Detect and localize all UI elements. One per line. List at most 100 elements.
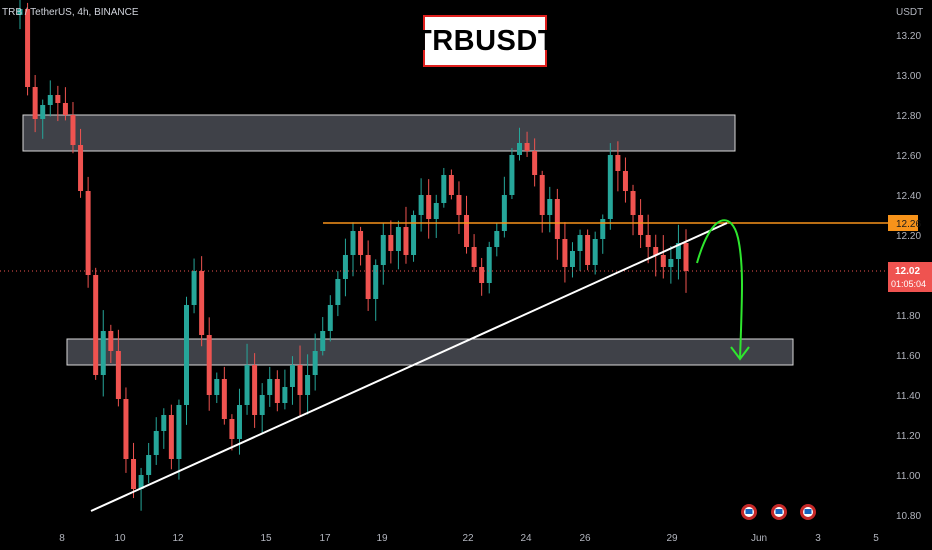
candle — [660, 235, 666, 279]
candle — [320, 317, 326, 356]
candle-body — [47, 95, 53, 105]
time-tick-label: 15 — [260, 533, 272, 544]
candle-body — [282, 387, 288, 403]
candle-body — [62, 103, 68, 115]
candle-body — [168, 415, 174, 459]
candle — [464, 195, 470, 254]
candle — [32, 75, 38, 133]
candle-body — [289, 365, 295, 387]
time-tick-label: Jun — [751, 533, 767, 544]
candle-body — [675, 243, 681, 259]
candle-body — [403, 227, 409, 255]
candle — [100, 310, 106, 397]
candle — [448, 169, 454, 200]
event-flags — [741, 504, 816, 520]
candle-body — [683, 243, 689, 271]
candle — [592, 231, 598, 275]
candle-body — [600, 219, 606, 239]
event-flag-icon[interactable] — [741, 504, 757, 520]
candle-body — [532, 151, 538, 175]
candle-body — [668, 259, 674, 267]
title-badge: TRBUSDT — [414, 15, 556, 67]
time-tick-label: 22 — [462, 533, 474, 544]
candle — [577, 229, 583, 271]
trendline — [90, 222, 728, 512]
candle — [47, 80, 53, 117]
candle-body — [547, 199, 553, 215]
candle-body — [305, 375, 311, 395]
candle-body — [184, 305, 189, 405]
candle-body — [411, 215, 417, 255]
candle-body — [244, 365, 250, 405]
time-tick-label: 3 — [815, 533, 821, 544]
candle — [85, 176, 91, 288]
candle — [168, 404, 174, 470]
candle — [40, 99, 46, 139]
price-tick-label: 11.40 — [896, 391, 921, 402]
candle-body — [17, 9, 23, 15]
current-price-label: 12.02 — [895, 266, 920, 277]
candle-body — [615, 155, 621, 171]
candle — [305, 354, 311, 415]
event-flag-icon[interactable] — [771, 504, 787, 520]
candle — [153, 417, 159, 465]
candle-body — [131, 459, 137, 489]
candle — [184, 296, 189, 425]
projection-arrowhead — [730, 346, 750, 361]
candle — [244, 343, 250, 415]
candle-body — [395, 227, 401, 251]
candle-body — [524, 143, 530, 151]
candle-body — [426, 195, 432, 219]
candle-body — [312, 351, 318, 375]
candle-body — [206, 335, 212, 395]
time-tick-label: 29 — [666, 533, 678, 544]
candle-body — [146, 455, 152, 475]
candle-body — [494, 231, 500, 247]
candle-body — [501, 195, 507, 231]
candle — [161, 408, 167, 449]
candle — [479, 257, 485, 296]
price-tick-label: 12.80 — [896, 111, 921, 122]
event-flag-icon[interactable] — [800, 504, 816, 520]
price-tick-label: 11.80 — [896, 311, 921, 322]
time-tick-label: 10 — [114, 533, 126, 544]
symbol-info: TRB / TetherUS, 4h, BINANCE — [2, 7, 139, 18]
candle — [229, 414, 235, 451]
candle — [433, 194, 439, 238]
candle-body — [327, 305, 333, 331]
time-tick-label: 12 — [172, 533, 184, 544]
candle-body — [274, 379, 280, 403]
candle-body — [297, 365, 303, 395]
candle — [395, 220, 401, 270]
candle-body — [486, 247, 492, 283]
candle-body — [456, 195, 462, 215]
candle — [486, 241, 492, 294]
candle — [17, 0, 23, 30]
current-price-tag — [888, 262, 932, 292]
candle — [342, 238, 348, 297]
candle — [191, 258, 197, 314]
candle-body — [554, 199, 560, 239]
candle-body — [562, 239, 568, 267]
candle — [501, 176, 507, 238]
title-text: TRBUSDT — [413, 24, 557, 57]
candle-body — [388, 235, 394, 251]
candle — [108, 324, 114, 363]
candle-body — [40, 105, 46, 119]
candle — [600, 214, 606, 254]
candle-body — [342, 255, 348, 279]
candle — [388, 220, 394, 264]
candle — [532, 138, 538, 187]
time-tick-label: 5 — [873, 533, 879, 544]
time-tick-label: 17 — [319, 533, 331, 544]
candle — [562, 222, 568, 283]
candle-body — [433, 203, 439, 219]
candle — [123, 387, 129, 473]
candle — [456, 181, 462, 234]
candle — [554, 188, 560, 260]
candle-body — [252, 365, 258, 415]
candle — [289, 356, 295, 405]
candle-body — [577, 235, 583, 251]
candle-body — [221, 379, 227, 419]
candle — [547, 186, 553, 233]
